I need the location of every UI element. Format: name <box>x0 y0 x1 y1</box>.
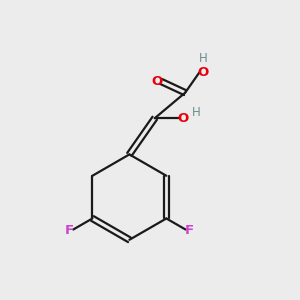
Text: H: H <box>192 106 200 119</box>
Text: F: F <box>65 224 74 238</box>
Text: O: O <box>151 75 162 88</box>
Text: O: O <box>197 66 209 79</box>
Text: O: O <box>178 112 189 125</box>
Text: H: H <box>199 52 207 65</box>
Text: F: F <box>184 224 194 238</box>
